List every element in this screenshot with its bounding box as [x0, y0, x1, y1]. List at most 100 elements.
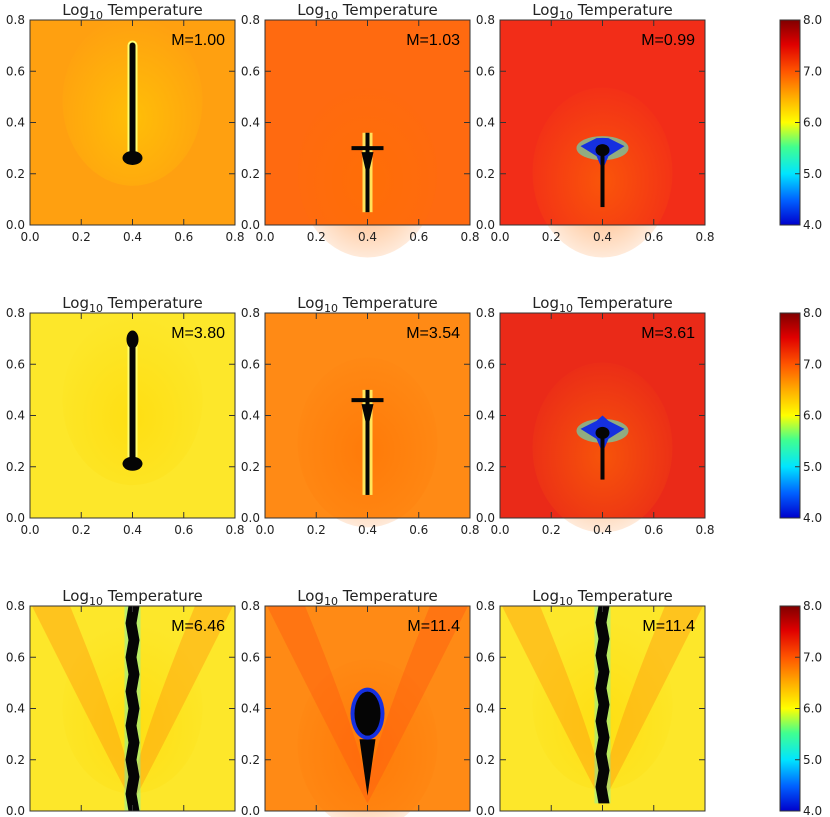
x-tick-label: 0.6 — [409, 230, 428, 244]
y-tick-label: 0.6 — [6, 650, 25, 664]
title-subscript: 10 — [559, 595, 573, 608]
x-tick-label: 0.4 — [358, 230, 377, 244]
y-tick-label: 0.6 — [476, 357, 495, 371]
y-tick-label: 0.8 — [241, 599, 260, 613]
x-tick-label: 0.4 — [593, 523, 612, 537]
x-tick-label: 0.8 — [225, 523, 244, 537]
title-log: Log — [297, 1, 324, 19]
y-tick-label: 0.8 — [6, 306, 25, 320]
y-tick-label: 0.8 — [6, 13, 25, 27]
mach-label: M=0.99 — [641, 32, 695, 49]
cloud-column — [595, 606, 610, 804]
x-tick-label: 0.6 — [174, 230, 193, 244]
shock-cone — [502, 606, 703, 804]
colorbar-tick-label: 6.0 — [803, 702, 822, 716]
cloud-rod — [129, 42, 136, 161]
colorbar-tick-label: 4.0 — [803, 511, 822, 525]
y-tick-label: 0.0 — [6, 511, 25, 525]
colorbar: 4.0 5.0 6.0 7.0 8.0 — [779, 13, 822, 232]
title-rest: Temperature — [103, 1, 203, 19]
cloud-head — [126, 330, 139, 349]
y-tick-label: 0.4 — [6, 116, 25, 130]
mach-label: M=6.46 — [171, 618, 225, 635]
y-tick-label: 0.6 — [241, 357, 260, 371]
title-log: Log — [532, 587, 559, 605]
cloud-blob — [354, 691, 381, 736]
shock-cone — [267, 606, 468, 804]
x-tick-label: 0.6 — [174, 523, 193, 537]
panel-title: Log10 Temperature — [297, 1, 438, 22]
colorbar-tick-label: 7.0 — [803, 64, 822, 78]
cloud-bulb — [122, 456, 143, 471]
y-tick-label: 0.4 — [476, 409, 495, 423]
title-rest: Temperature — [573, 294, 673, 312]
y-tick-label: 0.2 — [241, 753, 260, 767]
title-rest: Temperature — [338, 294, 438, 312]
y-tick-label: 0.2 — [476, 460, 495, 474]
panel-title: Log10 Temperature — [62, 294, 203, 315]
x-tick-label: 0.4 — [123, 230, 142, 244]
mach-label: M=11.4 — [407, 618, 460, 635]
title-log: Log — [297, 587, 324, 605]
title-subscript: 10 — [324, 302, 338, 315]
title-rest: Temperature — [103, 587, 203, 605]
y-tick-label: 0.2 — [6, 460, 25, 474]
y-tick-label: 0.6 — [6, 64, 25, 78]
panel-title: Log10 Temperature — [532, 587, 673, 608]
cold-cloud — [594, 606, 611, 804]
y-tick-label: 0.4 — [241, 702, 260, 716]
heatmap-panel: Log10 Temperature M=3.54 0.0 0.2 0.4 0.6 0.8 0.… — [241, 294, 480, 537]
colorbar-tick-label: 7.0 — [803, 357, 822, 371]
panel-title: Log10 Temperature — [297, 294, 438, 315]
title-log: Log — [532, 294, 559, 312]
title-subscript: 10 — [559, 302, 573, 315]
y-tick-label: 0.8 — [476, 306, 495, 320]
title-rest: Temperature — [338, 587, 438, 605]
title-rest: Temperature — [573, 1, 673, 19]
y-tick-label: 0.2 — [6, 167, 25, 181]
heatmap-panel: Log10 Temperature M=1.00 0.0 0.2 0.4 0.6 0.8 0.… — [6, 1, 245, 244]
title-subscript: 10 — [89, 302, 103, 315]
y-tick-label: 0.2 — [241, 460, 260, 474]
shock-cone — [32, 606, 233, 804]
colorbar: 4.0 5.0 6.0 7.0 8.0 — [779, 306, 822, 525]
panel-title: Log10 Temperature — [62, 587, 203, 608]
y-tick-label: 0.8 — [476, 13, 495, 27]
y-tick-label: 0.6 — [476, 64, 495, 78]
x-tick-label: 0.2 — [72, 230, 91, 244]
cloud-stem — [365, 389, 370, 495]
x-tick-label: 0.4 — [358, 523, 377, 537]
colorbar-tick-label: 5.0 — [803, 460, 822, 474]
cold-cloud — [124, 606, 141, 811]
cloud-column — [125, 606, 140, 811]
title-rest: Temperature — [338, 1, 438, 19]
x-tick-label: 0.2 — [307, 523, 326, 537]
y-tick-label: 0.0 — [241, 804, 260, 817]
x-tick-label: 0.0 — [20, 523, 39, 537]
y-tick-label: 0.4 — [476, 702, 495, 716]
cold-cloud — [351, 389, 384, 495]
x-tick-label: 0.0 — [490, 230, 509, 244]
x-tick-label: 0.8 — [695, 523, 714, 537]
colorbar: 4.0 5.0 6.0 7.0 8.0 — [779, 599, 822, 817]
mach-label: M=11.4 — [642, 618, 695, 635]
x-tick-label: 0.6 — [644, 230, 663, 244]
x-tick-label: 0.8 — [225, 230, 244, 244]
panel-title: Log10 Temperature — [532, 294, 673, 315]
colorbar-tick-label: 8.0 — [803, 306, 822, 320]
cold-cloud — [576, 415, 629, 480]
colorbar-tick-label: 4.0 — [803, 804, 822, 817]
heatmap-panel: Log10 Temperature M=3.80 0.0 0.2 0.4 0.6 0.8 0.… — [6, 294, 245, 537]
y-tick-label: 0.0 — [241, 218, 260, 232]
mach-label: M=3.61 — [641, 325, 695, 342]
colorbar-tick-label: 6.0 — [803, 116, 822, 130]
y-tick-label: 0.2 — [241, 167, 260, 181]
cold-cloud — [122, 40, 143, 165]
title-log: Log — [62, 1, 89, 19]
panel-title: Log10 Temperature — [62, 1, 203, 22]
x-tick-label: 0.8 — [460, 230, 479, 244]
heatmap-panel: Log10 Temperature M=11.4 0.0 0.2 0.4 0.6 0.8 — [476, 587, 706, 817]
cloud-stem — [600, 430, 605, 480]
mach-label: M=1.03 — [406, 32, 460, 49]
